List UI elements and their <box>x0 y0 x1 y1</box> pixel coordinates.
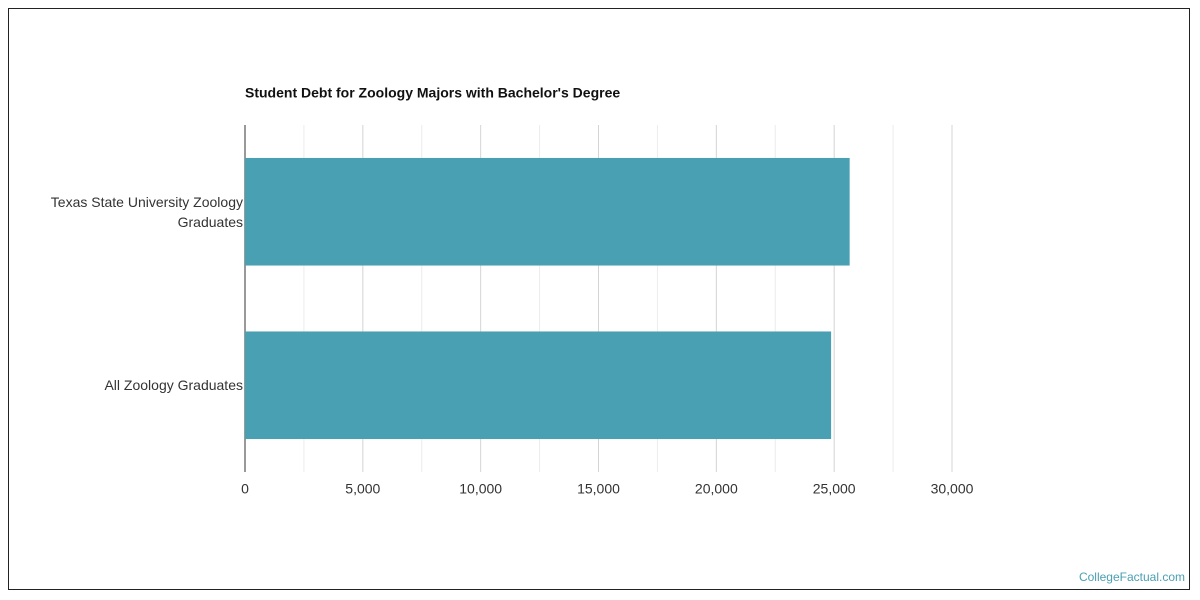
x-tick-label: 10,000 <box>459 481 502 497</box>
chart-title: Student Debt for Zoology Majors with Bac… <box>245 85 620 101</box>
x-tick-label: 30,000 <box>931 481 974 497</box>
x-tick-label: 15,000 <box>577 481 620 497</box>
x-tick-label: 25,000 <box>813 481 856 497</box>
x-tick-label: 20,000 <box>695 481 738 497</box>
x-tick-label: 5,000 <box>345 481 380 497</box>
y-tick-label: All Zoology Graduates <box>104 377 243 394</box>
bar <box>245 157 850 266</box>
y-tick-label: Texas State University Zoology Graduates <box>50 193 243 230</box>
credit[interactable]: CollegeFactual.com <box>1079 570 1185 584</box>
x-tick-label: 0 <box>241 481 249 497</box>
bar <box>245 331 832 440</box>
